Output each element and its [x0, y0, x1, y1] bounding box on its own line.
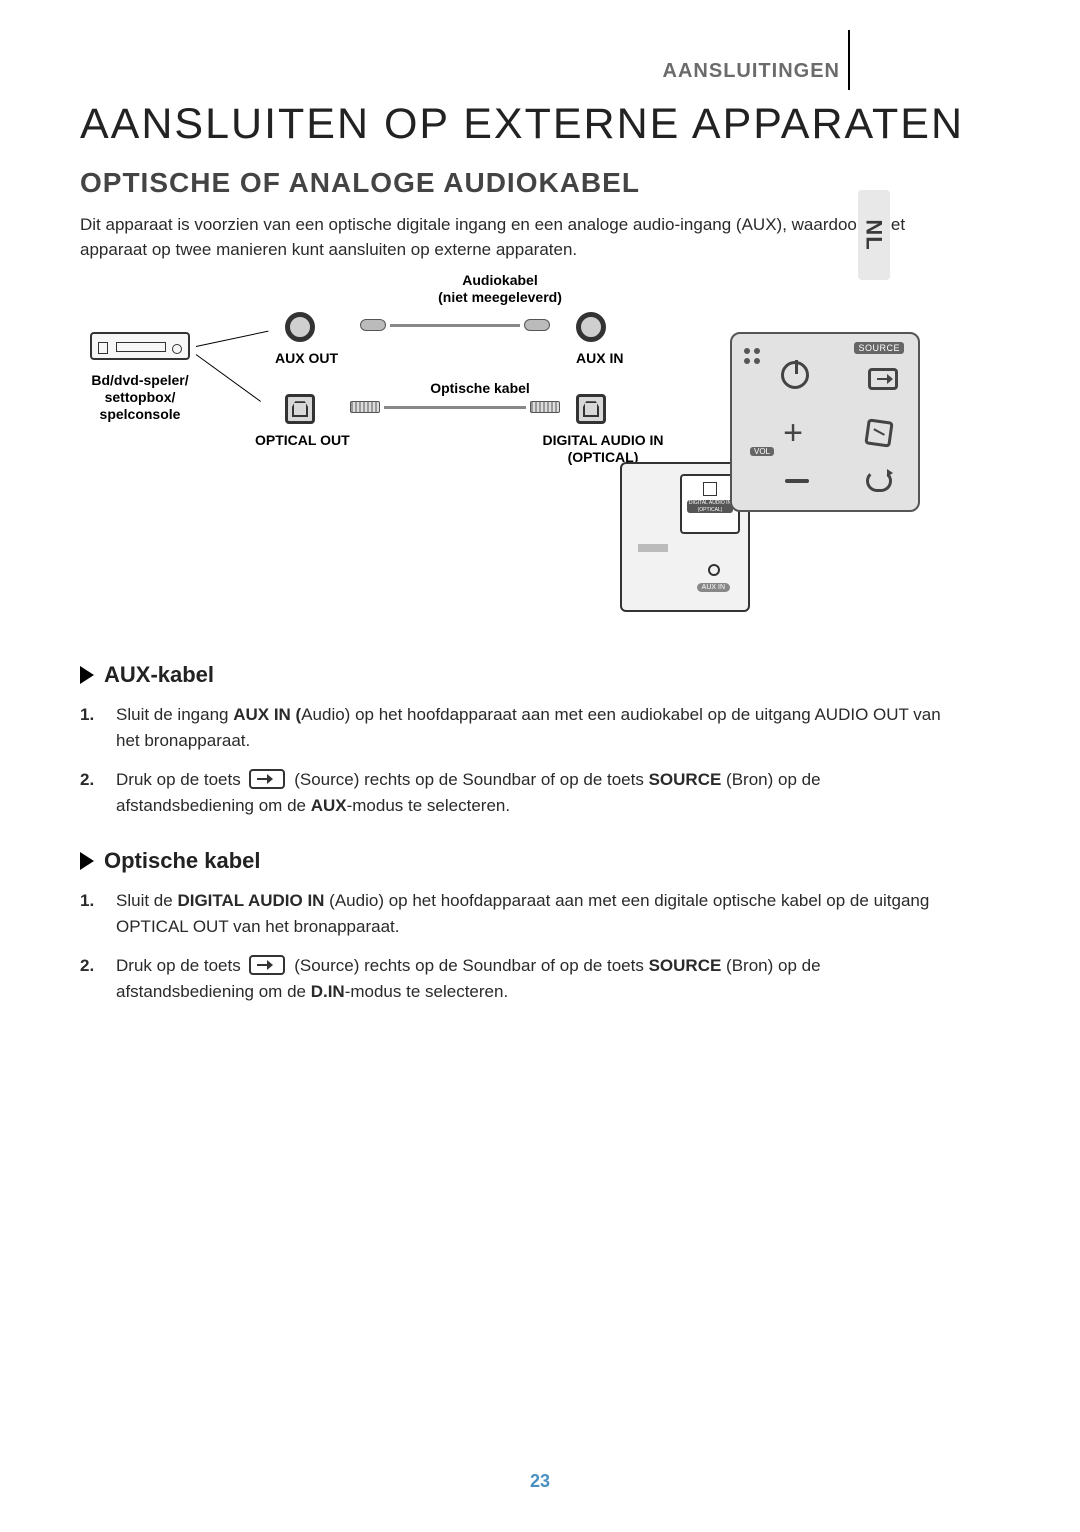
aux-step-1: 1. Sluit de ingang AUX IN (Audio) op het… [106, 702, 960, 753]
page-title: AANSLUITEN OP EXTERNE APPARATEN [80, 100, 1000, 149]
aux-heading: AUX-kabel [80, 662, 1000, 688]
audio-cable-label: Audiokabel (niet meegeleverd) [410, 272, 590, 306]
intro-paragraph: Dit apparaat is voorzien van een optisch… [80, 213, 960, 262]
optical-steps: 1. Sluit de DIGITAL AUDIO IN (Audio) op … [80, 888, 960, 1004]
player-label-l2: settopbox/ [105, 389, 176, 405]
audio-cable-label-l2: (niet meegeleverd) [438, 289, 562, 305]
aux-in-tag: AUX IN [697, 583, 730, 592]
loop-icon [858, 460, 900, 502]
aux-out-port-icon [285, 312, 315, 342]
step-number: 1. [80, 888, 94, 914]
optical-heading: Optische kabel [80, 848, 1000, 874]
aux-out-label: AUX OUT [275, 350, 338, 367]
manual-page: AANSLUITINGEN NL AANSLUITEN OP EXTERNE A… [0, 0, 1080, 1532]
optical-out-port-icon [285, 394, 315, 424]
player-label-l1: Bd/dvd-speler/ [91, 372, 188, 388]
step-number: 1. [80, 702, 94, 728]
header-category: AANSLUITINGEN [663, 60, 840, 83]
lead-line [196, 354, 261, 402]
digital-in-label: DIGITAL AUDIO IN (OPTICAL) [528, 432, 678, 466]
step-number: 2. [80, 767, 94, 793]
source-inline-icon [249, 769, 285, 789]
aux-step-2: 2. Druk op de toets (Source) rechts op d… [106, 767, 960, 818]
remote-control-icon: SOURCE + VOL [730, 332, 920, 512]
source-icon [862, 358, 904, 400]
aux-in-label: AUX IN [576, 350, 623, 367]
optical-step-1: 1. Sluit de DIGITAL AUDIO IN (Audio) op … [106, 888, 960, 939]
header-rule [848, 30, 850, 90]
optical-heading-text: Optische kabel [104, 848, 261, 873]
player-label-l3: spelconsole [100, 406, 181, 422]
language-tab: NL [858, 190, 890, 280]
page-number: 23 [0, 1471, 1080, 1492]
digital-in-port-icon [576, 394, 606, 424]
optical-step-2: 2. Druk op de toets (Source) rechts op d… [106, 953, 960, 1004]
plus-icon: + [772, 412, 814, 454]
remote-source-tag: SOURCE [854, 342, 904, 354]
step-number: 2. [80, 953, 94, 979]
optical-cable-icon [350, 400, 560, 414]
audio-cable-label-l1: Audiokabel [462, 272, 537, 288]
aux-steps: 1. Sluit de ingang AUX IN (Audio) op het… [80, 702, 960, 818]
source-inline-icon [249, 955, 285, 975]
arrow-icon [80, 666, 94, 684]
optical-out-label: OPTICAL OUT [255, 432, 350, 449]
audio-cable-icon [360, 318, 550, 332]
aux-in-port-icon [576, 312, 606, 342]
digital-in-label-l1: DIGITAL AUDIO IN [542, 432, 663, 448]
language-tab-label: NL [861, 219, 887, 250]
player-label: Bd/dvd-speler/ settopbox/ spelconsole [80, 372, 200, 422]
unit-base [638, 544, 668, 552]
arrow-icon [80, 852, 94, 870]
power-icon [774, 354, 816, 396]
remote-dots-icon [744, 348, 750, 354]
player-device-icon [90, 332, 190, 360]
mute-icon [858, 412, 900, 454]
aux-heading-text: AUX-kabel [104, 662, 214, 687]
optical-cable-label: Optische kabel [410, 380, 550, 397]
remote-vol-tag: VOL [750, 447, 774, 456]
minus-icon [776, 460, 818, 502]
aux-jack-icon [708, 564, 720, 576]
lead-line [196, 331, 269, 347]
connection-diagram: Audiokabel (niet meegeleverd) AUX OUT AU… [80, 272, 910, 632]
